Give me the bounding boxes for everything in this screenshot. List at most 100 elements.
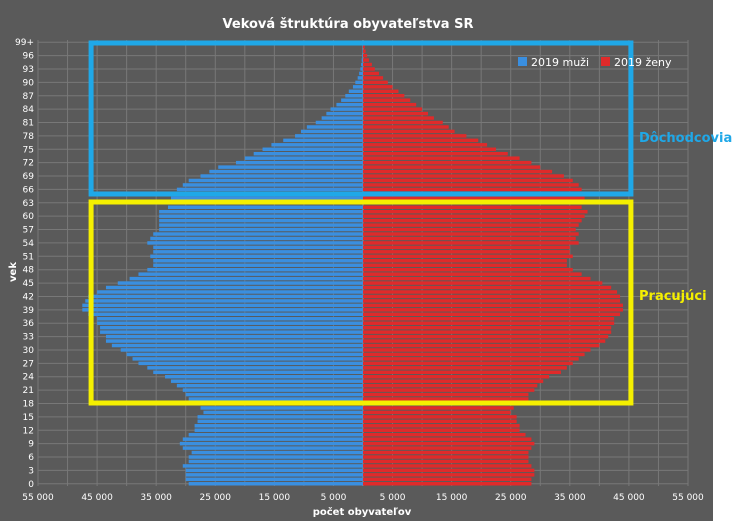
- bar-zeny-age-45: [363, 281, 603, 285]
- bar-zeny-age-9: [363, 441, 535, 446]
- bar-zeny-age-95: [363, 58, 369, 62]
- bar-zeny-age-46: [363, 276, 591, 281]
- bar-muzi-age-12: [194, 428, 363, 432]
- bar-muzi-age-9: [179, 441, 363, 446]
- x-tick-label: 5 000: [380, 493, 406, 503]
- bar-zeny-age-11: [363, 432, 526, 437]
- bar-zeny-age-79: [363, 129, 455, 134]
- bar-muzi-age-46: [129, 276, 363, 281]
- x-tick-label: 25 000: [200, 493, 232, 503]
- x-tick-label: 15 000: [259, 493, 291, 503]
- bar-muzi-age-44: [105, 285, 364, 290]
- bar-zeny-age-24: [363, 374, 550, 379]
- x-tick-labels: 55 000 45 000 35 000 25 000 15 000 5 000 5 000…: [22, 493, 704, 503]
- bar-zeny-age-35: [363, 325, 612, 330]
- y-tick-label: 51: [23, 252, 34, 262]
- bar-muzi-age-72: [235, 160, 363, 165]
- bar-zeny-age-64: [363, 196, 585, 201]
- y-tick-label: 63: [23, 199, 34, 209]
- bar-zeny-age-91: [363, 76, 384, 80]
- bar-muzi-age-19: [188, 397, 363, 401]
- y-tick-label: 42: [23, 292, 34, 302]
- y-tick-label: 81: [23, 119, 34, 129]
- bar-zeny-age-36: [363, 321, 615, 325]
- bar-zeny-age-98: [363, 44, 365, 49]
- bar-zeny-age-8: [363, 446, 532, 450]
- bar-muzi-age-16: [203, 410, 363, 415]
- bar-zeny-age-62: [363, 205, 582, 209]
- y-tick-label: 75: [23, 145, 34, 155]
- bar-muzi-age-5: [188, 459, 363, 464]
- x-tick-label: 35 000: [554, 493, 586, 503]
- legend-swatch-zeny: [601, 57, 610, 66]
- bar-muzi-age-66: [176, 187, 363, 192]
- bar-muzi-age-34: [100, 330, 363, 334]
- bar-muzi-age-15: [197, 415, 363, 419]
- y-tick-label: 66: [23, 185, 35, 195]
- bar-muzi-age-55: [150, 236, 363, 241]
- bar-muzi-age-41: [85, 299, 363, 303]
- bar-zeny-age-75: [363, 147, 496, 152]
- bar-zeny-age-38: [363, 312, 621, 317]
- bar-zeny-age-68: [363, 178, 573, 183]
- bar-muzi-age-22: [176, 383, 363, 388]
- bar-muzi-age-21: [182, 388, 363, 392]
- bar-muzi-age-53: [153, 245, 363, 250]
- bar-zeny-age-7: [363, 450, 529, 455]
- bar-zeny-age-92: [363, 71, 379, 76]
- y-tick-label: 33: [23, 333, 34, 343]
- bar-muzi-age-35: [100, 325, 363, 330]
- bar-muzi-age-20: [185, 392, 363, 397]
- bar-zeny-age-40: [363, 303, 623, 308]
- legend-swatch-muzi: [518, 57, 527, 66]
- bar-muzi-age-88: [348, 89, 363, 94]
- bar-zeny-age-85: [363, 102, 417, 107]
- bar-zeny-age-28: [363, 357, 579, 361]
- bar-muzi-age-78: [295, 134, 363, 138]
- bar-muzi-age-92: [359, 71, 363, 76]
- bar-zeny-age-4: [363, 464, 532, 468]
- bar-muzi-age-49: [153, 263, 363, 267]
- bar-zeny-age-61: [363, 209, 588, 214]
- bar-zeny-age-57: [363, 227, 576, 232]
- annotation-label-pracujuci: Pracujúci: [639, 289, 707, 304]
- bar-muzi-age-77: [283, 138, 363, 143]
- bar-zeny-age-23: [363, 379, 544, 383]
- bar-muzi-age-52: [153, 250, 363, 254]
- bar-zeny-age-83: [363, 111, 428, 116]
- bar-muzi-age-59: [159, 218, 363, 223]
- y-tick-label: 39: [23, 306, 35, 316]
- bar-zeny-age-89: [363, 85, 393, 89]
- x-tick-label: 55 000: [672, 493, 704, 503]
- bar-muzi-age-97: [362, 49, 363, 53]
- bar-muzi-age-7: [191, 450, 363, 455]
- bar-zeny-age-59: [363, 218, 582, 223]
- y-tick-label: 12: [23, 426, 34, 436]
- bar-muzi-age-31: [111, 343, 363, 348]
- bar-zeny-age-90: [363, 80, 388, 85]
- bar-zeny-age-39: [363, 308, 623, 312]
- bar-zeny-age-94: [363, 62, 372, 67]
- bar-zeny-age-30: [363, 348, 591, 352]
- bar-zeny-age-55: [363, 236, 576, 241]
- y-tick-label: 72: [23, 159, 34, 169]
- y-tick-label: 96: [23, 52, 35, 62]
- bar-muzi-age-86: [341, 98, 363, 102]
- bar-muzi-age-45: [117, 281, 363, 285]
- bar-muzi-age-68: [188, 178, 363, 183]
- bar-zeny-age-81: [363, 120, 443, 125]
- bar-zeny-age-5: [363, 459, 529, 464]
- bar-muzi-age-6: [188, 455, 363, 459]
- bar-zeny-age-14: [363, 419, 517, 424]
- bar-muzi-age-17: [200, 406, 363, 410]
- bar-zeny-age-77: [363, 138, 479, 143]
- bar-muzi-age-80: [306, 125, 363, 129]
- bar-zeny-age-88: [363, 89, 399, 94]
- bar-zeny-age-12: [363, 428, 520, 432]
- y-tick-label: 36: [23, 319, 35, 329]
- bar-muzi-age-33: [105, 334, 364, 339]
- chart-title: Veková štruktúra obyvateľstva SR: [223, 17, 474, 32]
- bar-muzi-age-28: [132, 357, 363, 361]
- bar-muzi-age-27: [138, 361, 363, 366]
